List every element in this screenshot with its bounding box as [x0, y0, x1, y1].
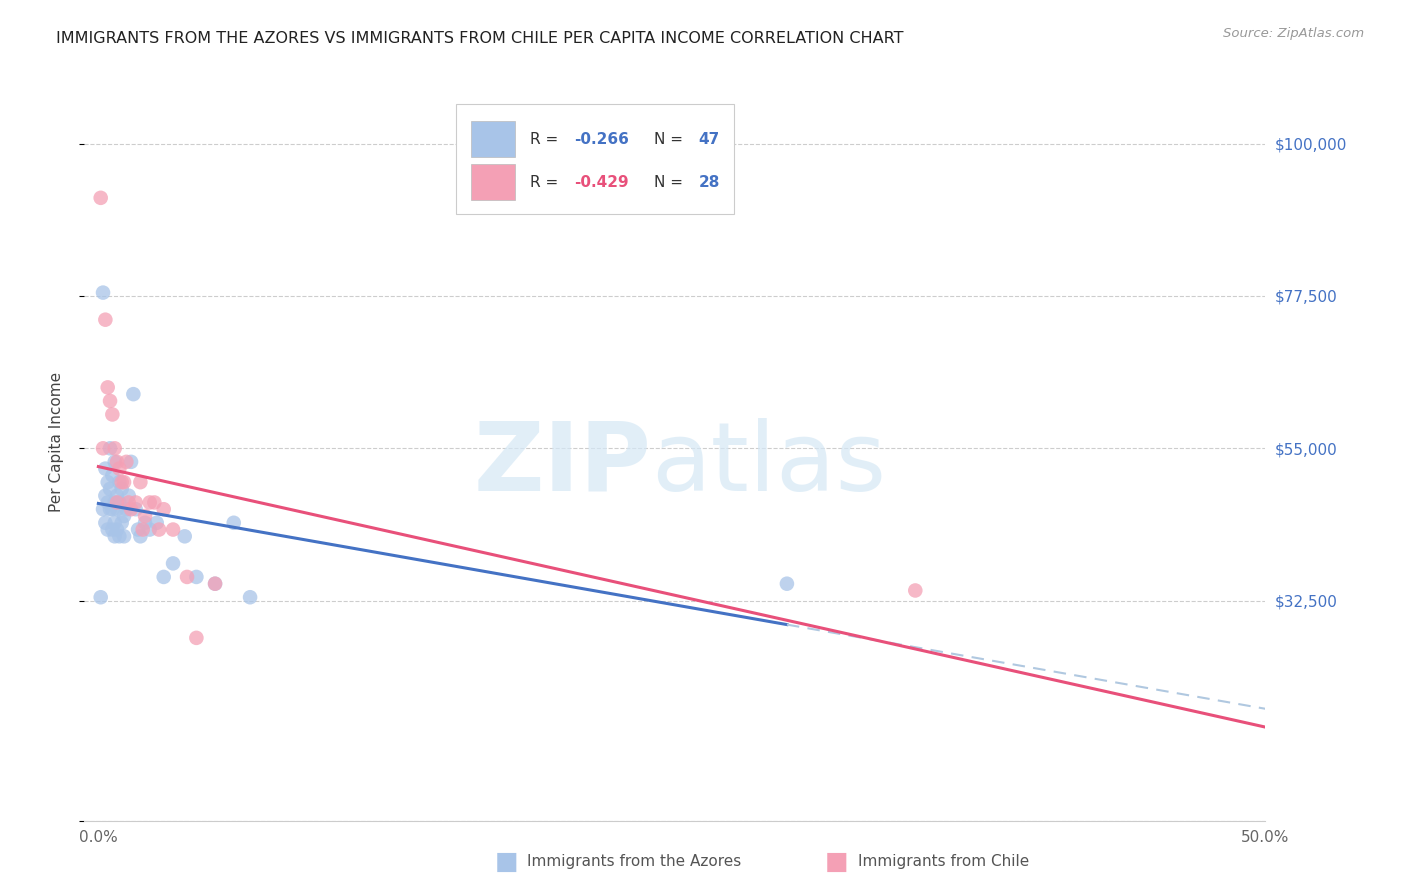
Point — [101, 468, 124, 483]
Text: N =: N = — [654, 131, 688, 146]
Point — [101, 523, 124, 537]
Text: -0.266: -0.266 — [575, 131, 630, 146]
Point — [108, 495, 131, 509]
Point — [122, 387, 145, 401]
Point — [105, 523, 128, 537]
Point — [204, 576, 226, 591]
Point — [112, 475, 135, 490]
Point — [111, 475, 134, 490]
Point — [91, 285, 114, 300]
Point — [904, 583, 927, 598]
Point — [94, 489, 117, 503]
Point — [186, 631, 208, 645]
Point — [105, 455, 128, 469]
Point — [91, 502, 114, 516]
FancyBboxPatch shape — [457, 104, 734, 214]
Point — [97, 495, 120, 509]
Point — [776, 576, 799, 591]
Point — [152, 502, 174, 516]
Point — [94, 516, 117, 530]
Point — [173, 529, 195, 543]
Point — [111, 516, 134, 530]
Point — [108, 475, 131, 490]
FancyBboxPatch shape — [471, 120, 516, 157]
Point — [97, 523, 120, 537]
Point — [105, 489, 128, 503]
Point — [112, 508, 135, 523]
Text: 28: 28 — [699, 175, 720, 190]
Point — [132, 523, 155, 537]
Point — [138, 495, 160, 509]
Point — [108, 461, 131, 475]
Text: R =: R = — [530, 175, 562, 190]
Y-axis label: Per Capita Income: Per Capita Income — [49, 371, 63, 512]
Text: Immigrants from Chile: Immigrants from Chile — [858, 855, 1029, 869]
Point — [162, 523, 184, 537]
Point — [101, 502, 124, 516]
Point — [104, 529, 127, 543]
Point — [204, 576, 226, 591]
Point — [129, 529, 152, 543]
Text: ZIP: ZIP — [474, 417, 651, 511]
Point — [94, 312, 117, 326]
Point — [118, 489, 141, 503]
Point — [104, 516, 127, 530]
Point — [118, 495, 141, 509]
Text: N =: N = — [654, 175, 688, 190]
Point — [115, 455, 138, 469]
Point — [98, 502, 121, 516]
Point — [104, 455, 127, 469]
Point — [104, 495, 127, 509]
Text: -0.429: -0.429 — [575, 175, 628, 190]
Point — [162, 557, 184, 571]
Text: IMMIGRANTS FROM THE AZORES VS IMMIGRANTS FROM CHILE PER CAPITA INCOME CORRELATIO: IMMIGRANTS FROM THE AZORES VS IMMIGRANTS… — [56, 31, 904, 46]
Point — [97, 475, 120, 490]
Point — [97, 380, 120, 394]
Point — [134, 508, 156, 523]
Text: Immigrants from the Azores: Immigrants from the Azores — [527, 855, 741, 869]
Text: atlas: atlas — [651, 417, 886, 511]
Text: Source: ZipAtlas.com: Source: ZipAtlas.com — [1223, 27, 1364, 40]
Point — [101, 408, 124, 422]
Point — [125, 495, 148, 509]
Point — [120, 455, 142, 469]
Point — [145, 516, 167, 530]
Text: ■: ■ — [825, 850, 848, 873]
Point — [127, 523, 149, 537]
Point — [125, 502, 148, 516]
Point — [90, 591, 112, 605]
Point — [108, 529, 131, 543]
Point — [98, 482, 121, 496]
Point — [90, 191, 112, 205]
FancyBboxPatch shape — [471, 164, 516, 201]
Point — [104, 442, 127, 456]
Text: R =: R = — [530, 131, 562, 146]
Point — [91, 442, 114, 456]
Point — [98, 393, 121, 408]
Point — [105, 502, 128, 516]
Point — [120, 502, 142, 516]
Point — [176, 570, 198, 584]
Point — [98, 442, 121, 456]
Point — [111, 482, 134, 496]
Point — [148, 523, 170, 537]
Text: ■: ■ — [495, 850, 517, 873]
Point — [115, 502, 138, 516]
Point — [112, 529, 135, 543]
Point — [134, 516, 156, 530]
Point — [94, 461, 117, 475]
Point — [129, 475, 152, 490]
Point — [152, 570, 174, 584]
Point — [222, 516, 245, 530]
Point — [105, 495, 128, 509]
Point — [239, 591, 262, 605]
Text: 47: 47 — [699, 131, 720, 146]
Point — [138, 523, 160, 537]
Point — [143, 495, 166, 509]
Point — [186, 570, 208, 584]
